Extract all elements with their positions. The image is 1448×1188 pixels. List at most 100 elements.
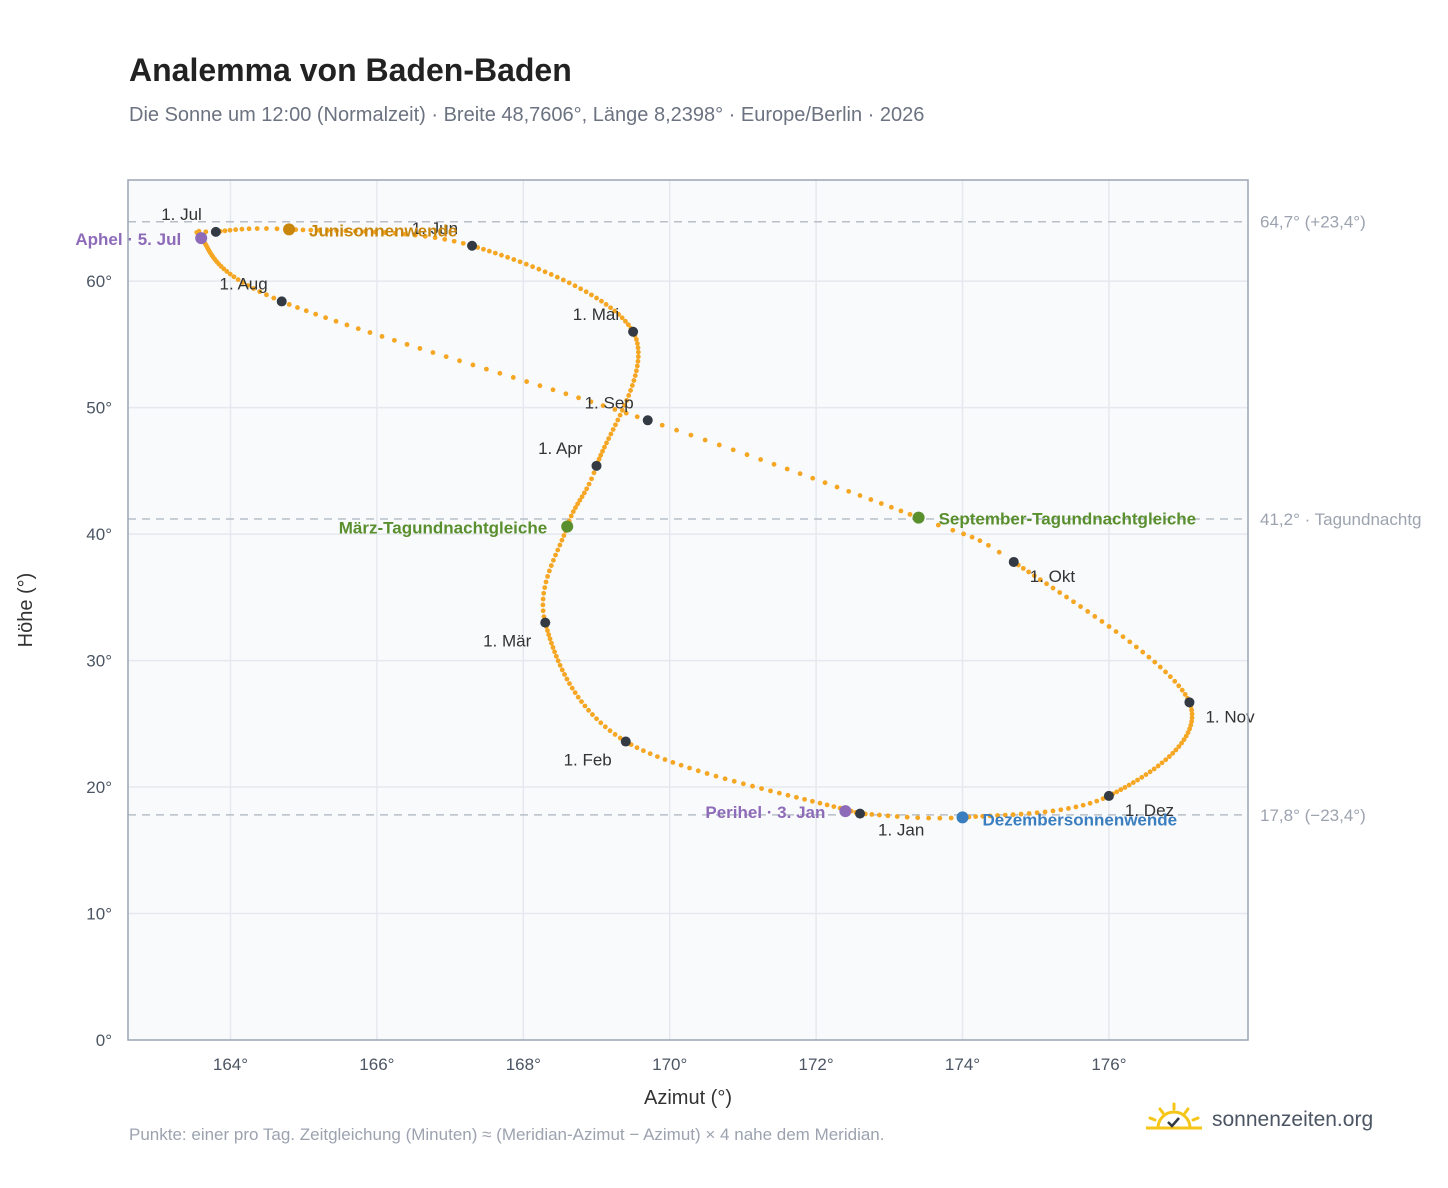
day-point — [1071, 599, 1076, 605]
day-point — [251, 286, 256, 291]
day-point — [1031, 573, 1037, 579]
month-marker — [642, 415, 653, 426]
month-markers: 1. Jan 1. Feb 1. Mär 1. Apr 1. Mai 1. Jun 1. J… — [161, 205, 1255, 840]
day-point — [654, 754, 660, 759]
y-tick-label: 40° — [86, 525, 112, 544]
day-point — [647, 751, 653, 757]
day-point — [578, 286, 584, 292]
day-point — [481, 246, 486, 252]
day-point — [776, 790, 782, 796]
day-point — [1085, 609, 1091, 614]
month-marker — [1184, 697, 1195, 708]
day-point — [239, 226, 245, 232]
month-marker — [276, 296, 287, 307]
day-point — [1155, 763, 1161, 769]
day-point — [704, 771, 710, 776]
day-point — [222, 228, 228, 234]
day-point — [619, 315, 625, 321]
day-point — [1026, 811, 1032, 816]
x-tick-label: 166° — [359, 1055, 394, 1074]
month-label: 1. Mai — [573, 305, 619, 324]
day-point — [382, 230, 388, 235]
day-point — [608, 431, 614, 437]
day-point — [412, 232, 418, 238]
day-point — [557, 542, 563, 548]
day-point — [695, 768, 701, 774]
day-point — [379, 333, 385, 339]
reference-label: 41,2° · Tagundnachtg — [1260, 510, 1422, 529]
day-point — [541, 590, 547, 596]
day-point — [612, 732, 618, 737]
day-point — [612, 407, 618, 412]
day-point — [1143, 772, 1149, 778]
day-point — [1042, 809, 1048, 815]
day-point — [822, 480, 828, 486]
day-point — [926, 815, 932, 821]
sun-check-icon — [1146, 1102, 1202, 1137]
day-point — [333, 318, 339, 324]
day-point — [582, 703, 588, 709]
day-point — [1147, 769, 1153, 775]
day-point — [603, 302, 609, 307]
month-marker — [210, 226, 221, 237]
day-point — [555, 547, 561, 553]
day-point — [543, 579, 549, 585]
day-point — [575, 501, 581, 507]
day-point — [1176, 744, 1182, 749]
day-point — [834, 484, 840, 490]
day-point — [996, 549, 1002, 555]
day-point — [1176, 683, 1182, 689]
day-point — [1010, 812, 1016, 818]
day-point — [635, 345, 641, 351]
day-point — [1173, 747, 1179, 753]
day-point — [1189, 715, 1195, 721]
day-point — [575, 694, 581, 700]
day-point — [784, 466, 790, 472]
day-point — [1127, 639, 1133, 645]
day-point — [581, 490, 587, 496]
day-point — [392, 230, 398, 236]
day-point — [1139, 774, 1145, 780]
day-point — [1179, 687, 1185, 693]
day-point — [372, 229, 378, 235]
day-point — [545, 574, 550, 579]
day-point — [203, 229, 209, 235]
day-point — [1064, 594, 1069, 600]
y-axis-title: Höhe (°) — [15, 573, 37, 648]
day-point — [1044, 581, 1049, 587]
day-point — [758, 457, 764, 462]
day-point — [793, 794, 799, 800]
day-point — [688, 432, 694, 438]
day-point — [1157, 664, 1163, 670]
month-label: 1. Nov — [1205, 707, 1255, 726]
brand[interactable]: sonnenzeiten.org — [1146, 1102, 1373, 1137]
day-point — [937, 815, 943, 821]
day-point — [1078, 604, 1083, 609]
day-point — [633, 337, 639, 342]
day-point — [1087, 800, 1093, 806]
month-label: 1. Okt — [1030, 567, 1076, 586]
day-point — [568, 513, 574, 519]
day-point — [915, 815, 921, 821]
day-point — [1170, 750, 1176, 756]
day-point — [537, 383, 543, 389]
day-point — [589, 476, 594, 482]
day-point — [1120, 634, 1126, 640]
day-point — [523, 261, 529, 267]
day-point — [343, 228, 349, 234]
day-point — [1183, 733, 1189, 739]
day-point — [517, 259, 523, 265]
day-point — [553, 552, 558, 558]
day-point — [744, 452, 750, 458]
day-point — [598, 452, 604, 458]
day-point — [1167, 674, 1173, 680]
day-point — [1135, 777, 1140, 783]
day-point — [1182, 692, 1188, 697]
x-axis-title: Azimut (°) — [644, 1087, 732, 1109]
day-point — [1037, 577, 1043, 583]
day-point — [1181, 737, 1187, 743]
day-point — [264, 292, 269, 298]
month-marker — [467, 240, 478, 251]
day-point — [402, 231, 408, 237]
month-marker — [628, 326, 639, 337]
